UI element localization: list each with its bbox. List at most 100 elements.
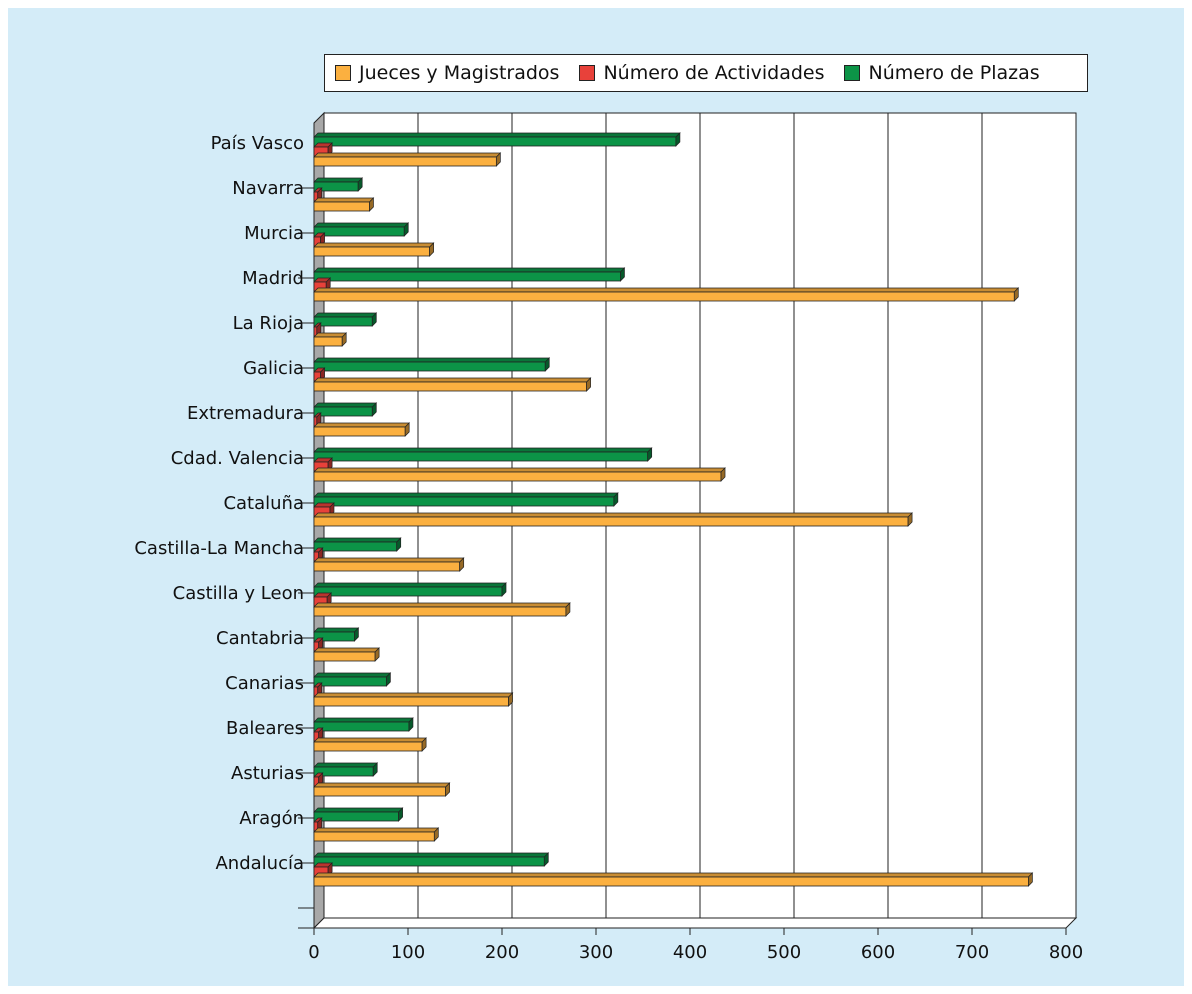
y-tick-label-7: Castilla-La Mancha (134, 538, 304, 559)
x-tick-label-500: 500 (767, 942, 801, 963)
y-tick-label-11: Galicia (243, 358, 304, 379)
y-tick-label-2: Asturias (231, 763, 304, 784)
bar-top-jueces-1 (313, 827, 440, 833)
bar-end-plazas-6 (501, 582, 507, 597)
bar-top-jueces-13 (313, 287, 1020, 293)
y-tick-label-10: Extremadura (187, 403, 304, 424)
y-tick-label-6: Castilla y Leon (173, 583, 304, 604)
legend-label-actividades: Número de Actividades (603, 62, 825, 84)
bar-top-plazas-13 (313, 267, 626, 273)
bar-jueces-3 (313, 741, 423, 752)
y-tick-label-16: País Vasco (211, 133, 304, 154)
bar-end-jueces-7 (459, 557, 465, 572)
bar-top-plazas-7 (313, 537, 402, 543)
bar-end-jueces-2 (445, 782, 450, 797)
bar-end-plazas-2 (372, 762, 378, 777)
bar-jueces-11 (313, 381, 588, 392)
legend-label-plazas: Número de Plazas (868, 62, 1040, 84)
x-tick-label-600: 600 (861, 942, 895, 963)
bar-end-jueces-3 (421, 737, 427, 752)
bar-top-plazas-4 (313, 672, 392, 678)
bar-end-plazas-8 (613, 492, 619, 507)
bar-top-jueces-0 (313, 872, 1034, 878)
bar-top-plazas-2 (313, 762, 379, 768)
bar-top-jueces-10 (313, 422, 411, 428)
bar-top-jueces-11 (313, 377, 592, 383)
y-tick-label-15: Navarra (232, 178, 304, 199)
y-tick-label-13: Madrid (242, 268, 304, 289)
x-tick-label-800: 800 (1049, 942, 1083, 963)
bar-end-plazas-15 (357, 177, 363, 192)
bar-jueces-6 (313, 606, 567, 617)
bar-jueces-12 (313, 336, 343, 347)
bar-jueces-14 (313, 246, 431, 257)
bar-plazas-1 (313, 811, 399, 822)
bar-top-plazas-16 (313, 132, 681, 138)
bar-end-jueces-16 (496, 152, 501, 167)
bar-plazas-3 (313, 721, 410, 732)
x-tick-label-400: 400 (673, 942, 707, 963)
bar-plazas-4 (313, 676, 387, 687)
bar-jueces-13 (313, 291, 1015, 302)
bar-end-plazas-1 (398, 807, 403, 822)
x-tick-label-100: 100 (391, 942, 425, 963)
legend-item-jueces: Jueces y Magistrados (335, 62, 559, 84)
bar-jueces-7 (313, 561, 461, 572)
bar-end-plazas-16 (675, 132, 681, 147)
bar-plazas-12 (313, 316, 373, 327)
y-tick-label-3: Baleares (226, 718, 304, 739)
y-tick-label-9: Cdad. Valencia (171, 448, 304, 469)
bar-end-jueces-13 (1013, 287, 1019, 302)
bar-end-plazas-14 (403, 222, 409, 237)
bar-end-plazas-3 (408, 717, 414, 732)
bar-end-jueces-11 (586, 377, 591, 392)
chart-legend: Jueces y Magistrados Número de Actividad… (324, 54, 1088, 92)
bar-top-plazas-15 (313, 177, 364, 183)
bar-end-plazas-12 (371, 312, 377, 327)
bar-end-jueces-14 (429, 242, 434, 257)
bar-jueces-2 (313, 786, 447, 797)
bar-top-plazas-9 (313, 447, 653, 453)
bar-end-jueces-1 (433, 827, 439, 842)
y-tick-label-12: La Rioja (233, 313, 304, 334)
bar-end-plazas-10 (371, 402, 377, 417)
bar-top-plazas-6 (313, 582, 507, 588)
bar-jueces-10 (313, 426, 406, 437)
bar-plazas-10 (313, 406, 373, 417)
x-tick-label-200: 200 (485, 942, 519, 963)
bar-end-jueces-0 (1028, 872, 1033, 887)
bar-end-jueces-9 (720, 467, 726, 482)
bar-end-jueces-12 (341, 332, 347, 347)
bar-top-jueces-12 (313, 332, 348, 338)
bar-jueces-16 (313, 156, 497, 167)
bar-top-plazas-10 (313, 402, 378, 408)
bar-jueces-15 (313, 201, 370, 212)
bar-plazas-8 (313, 496, 615, 507)
bar-plazas-11 (313, 361, 546, 372)
bar-plazas-16 (313, 136, 677, 147)
bar-top-plazas-0 (313, 852, 550, 858)
bar-plazas-14 (313, 226, 405, 237)
y-tick-label-14: Murcia (244, 223, 304, 244)
bar-top-plazas-12 (313, 312, 378, 318)
bar-top-jueces-5 (313, 647, 380, 653)
bar-top-plazas-14 (313, 222, 410, 228)
legend-label-jueces: Jueces y Magistrados (359, 62, 560, 84)
bar-end-plazas-13 (620, 267, 625, 282)
bar-end-jueces-4 (508, 692, 513, 707)
legend-swatch-actividades (579, 65, 596, 81)
legend-item-actividades: Número de Actividades (579, 62, 824, 84)
y-tick-label-5: Cantabria (216, 628, 304, 649)
bar-top-jueces-3 (313, 737, 427, 743)
bar-top-jueces-8 (313, 512, 913, 518)
bar-top-plazas-3 (313, 717, 414, 723)
x-tick-label-300: 300 (579, 942, 613, 963)
y-tick-label-0: Andalucía (215, 853, 304, 874)
bar-plazas-0 (313, 856, 545, 867)
bar-top-jueces-6 (313, 602, 571, 608)
bar-jueces-4 (313, 696, 509, 707)
bar-top-plazas-11 (313, 357, 551, 363)
bar-end-jueces-10 (404, 422, 410, 437)
bar-end-jueces-6 (565, 602, 571, 617)
